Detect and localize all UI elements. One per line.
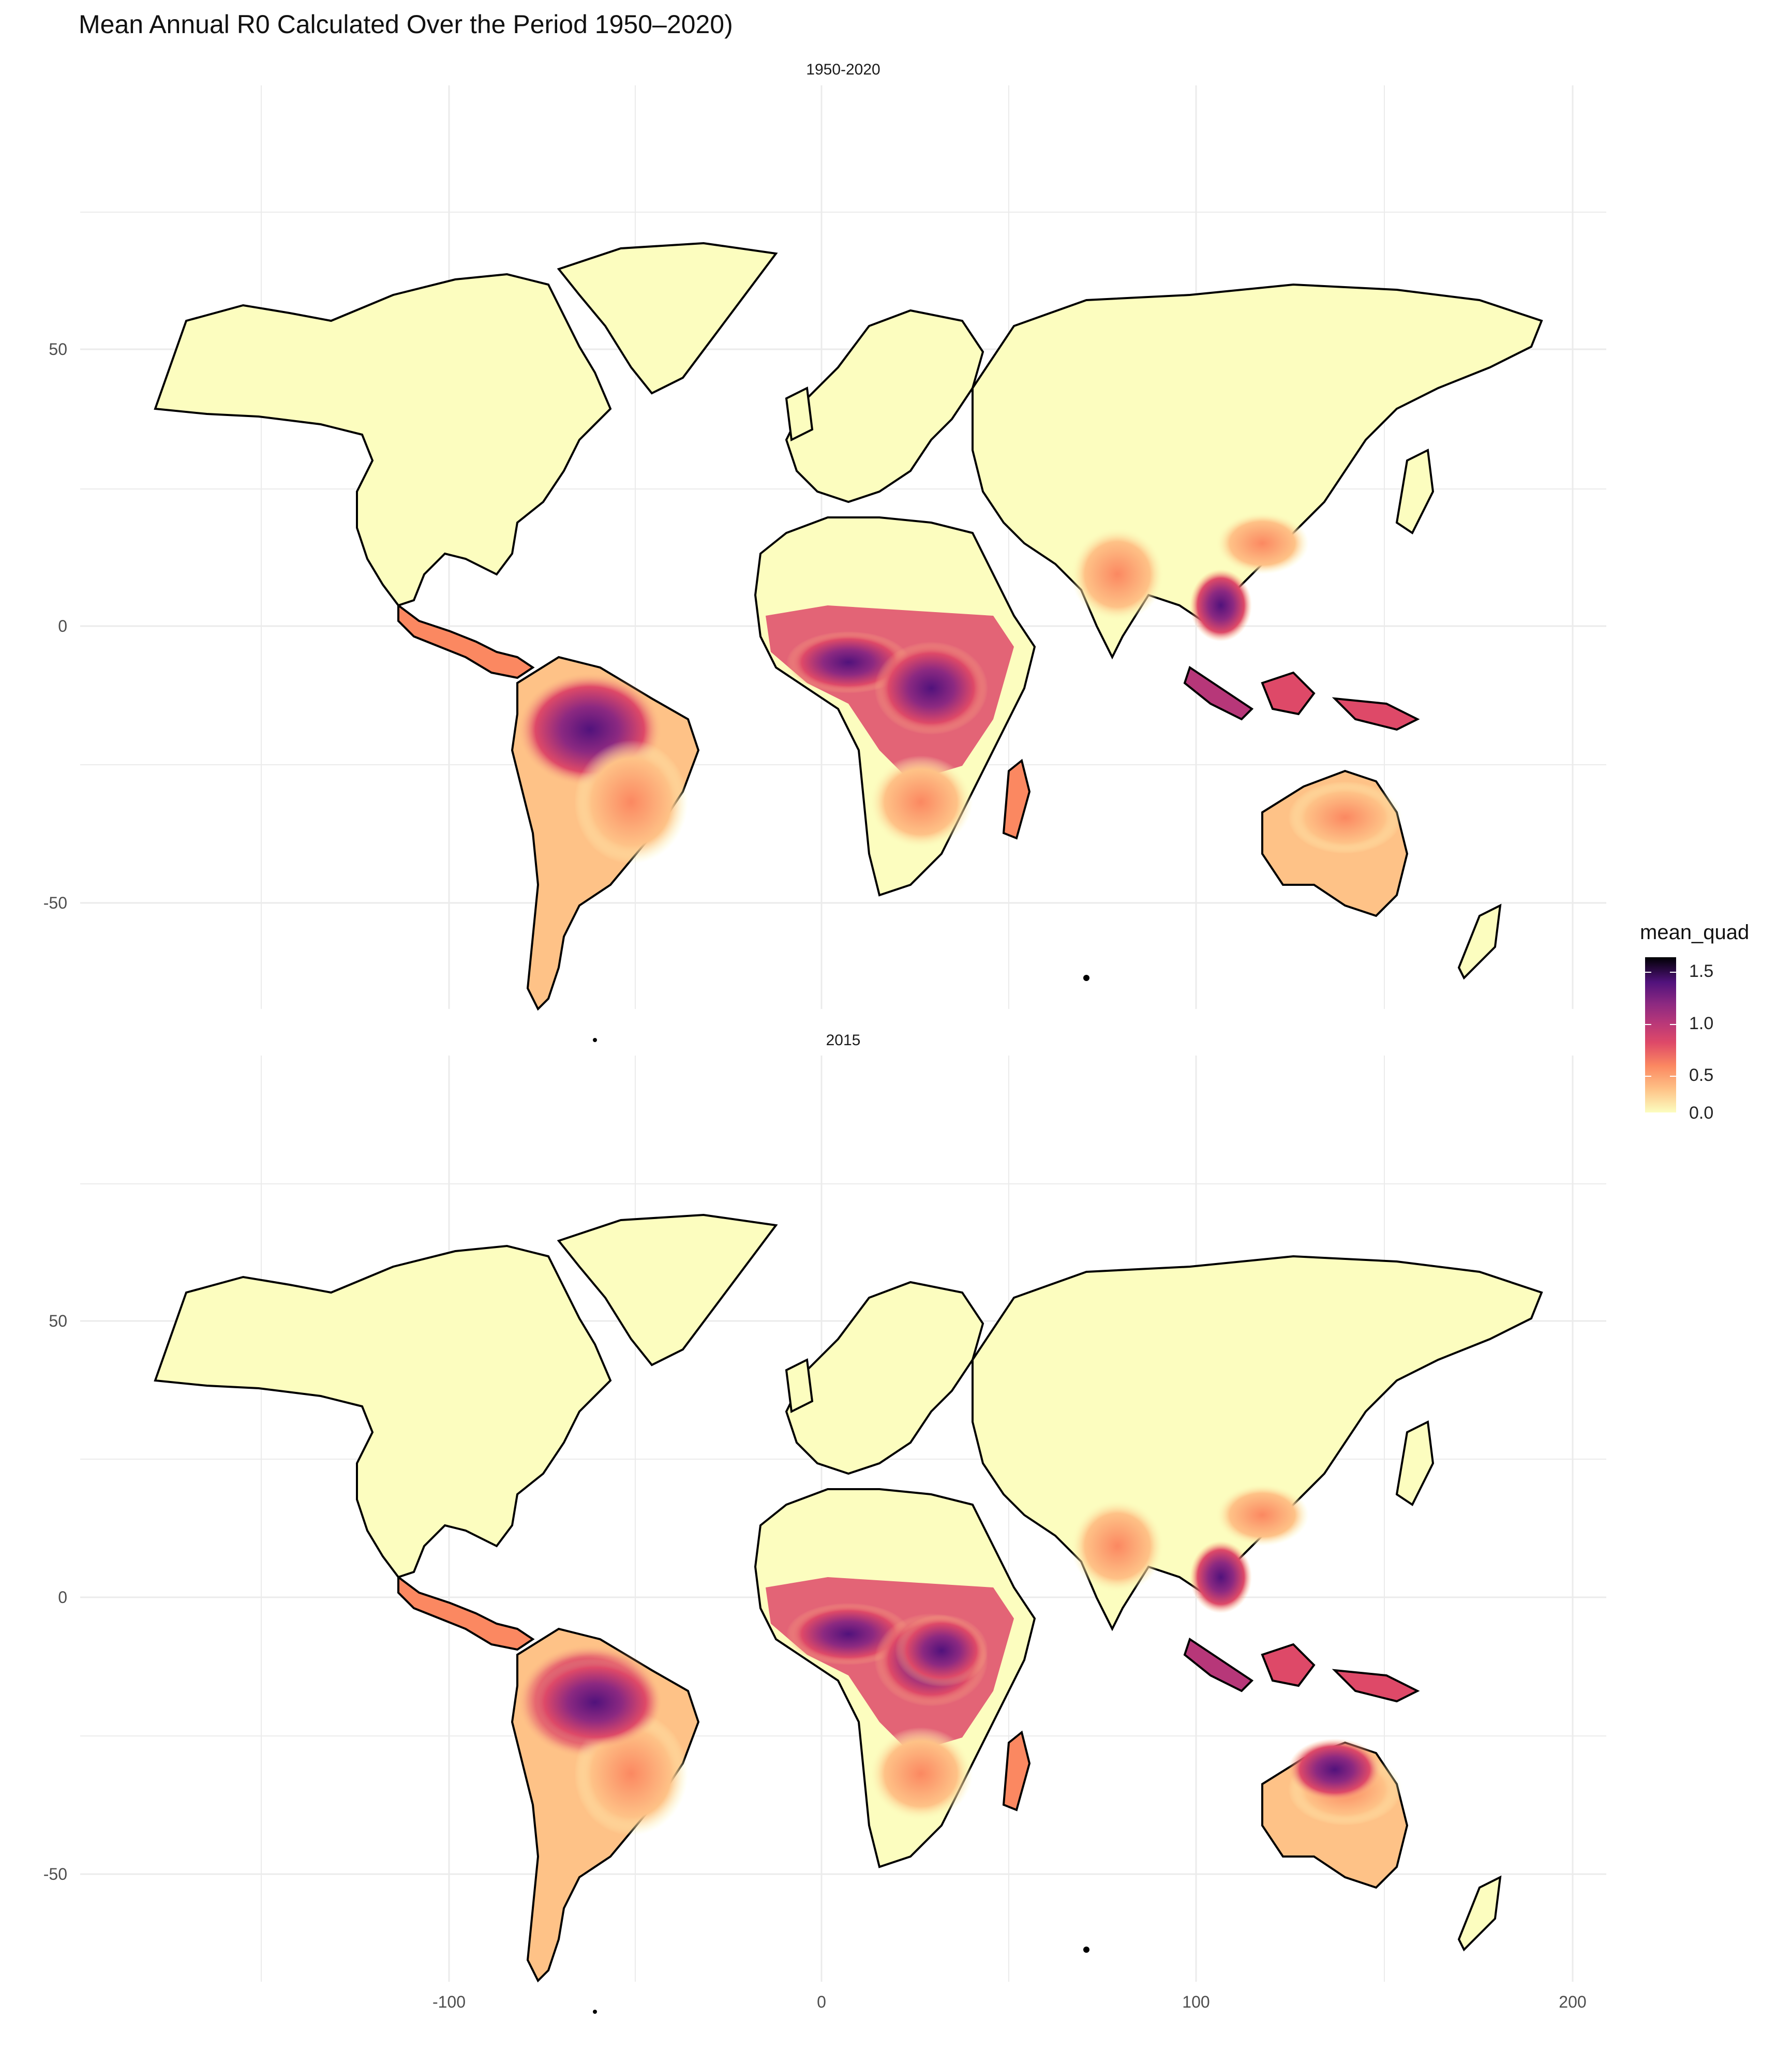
panel-2-world-map bbox=[154, 1214, 1543, 2015]
legend-label-0.5: 0.5 bbox=[1689, 1065, 1714, 1085]
panel-1-world-map bbox=[154, 242, 1543, 1043]
y-tick-label-0-top: 0 bbox=[58, 617, 67, 635]
x-tick-label-0: 0 bbox=[817, 1993, 826, 2011]
legend-label-1.5: 1.5 bbox=[1689, 961, 1714, 981]
legend-label-0.0: 0.0 bbox=[1689, 1103, 1714, 1123]
y-tick-label-0-bottom: 0 bbox=[58, 1588, 67, 1607]
legend-tick bbox=[1670, 1076, 1676, 1077]
legend-tick bbox=[1645, 1024, 1651, 1025]
color-legend: mean_quad 1.5 1.0 0.5 0.0 bbox=[1640, 921, 1750, 1123]
y-tick-label-50-top: 50 bbox=[49, 340, 67, 359]
legend-tick bbox=[1645, 972, 1651, 973]
legend-colorbar bbox=[1645, 957, 1676, 1112]
panel-label-2015: 2015 bbox=[826, 1032, 861, 1049]
chart-title: Mean Annual R0 Calculated Over the Perio… bbox=[79, 10, 733, 39]
legend-tick bbox=[1670, 1024, 1676, 1025]
legend-title: mean_quad bbox=[1640, 921, 1750, 944]
x-tick-label-100: 100 bbox=[1182, 1993, 1209, 2011]
x-tick-label-200: 200 bbox=[1559, 1993, 1586, 2011]
y-tick-label-neg50-top: -50 bbox=[43, 894, 67, 912]
panel-2-hotspots bbox=[528, 1614, 1381, 1801]
legend-tick bbox=[1670, 972, 1676, 973]
panel-label-1950-2020: 1950-2020 bbox=[806, 61, 880, 78]
legend-tick bbox=[1645, 1076, 1651, 1077]
x-tick-label-neg100: -100 bbox=[432, 1993, 466, 2011]
legend-label-1.0: 1.0 bbox=[1689, 1014, 1714, 1033]
y-tick-label-50-bottom: 50 bbox=[49, 1312, 67, 1330]
y-tick-label-neg50-bottom: -50 bbox=[43, 1865, 67, 1883]
